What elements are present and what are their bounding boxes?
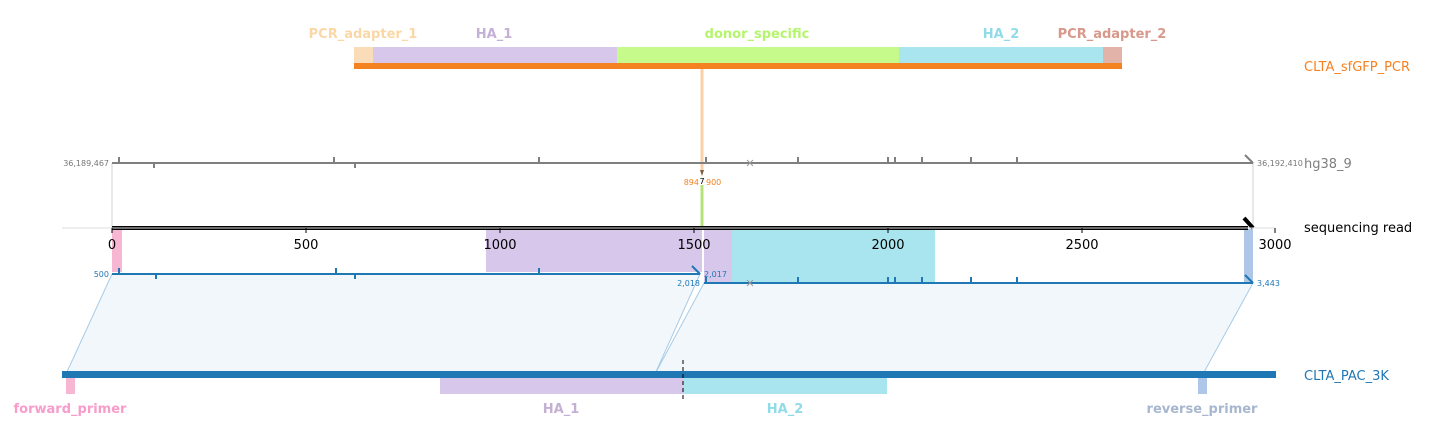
read-features xyxy=(112,229,1253,282)
plasmid-forward-primer-block xyxy=(66,378,75,394)
axis-tick-label: 500 xyxy=(294,238,319,253)
insertion-left-coord: 894 xyxy=(684,178,699,187)
pcr-adapter-2-block xyxy=(1103,47,1122,63)
plasmid-start-coord: 500 xyxy=(94,270,109,279)
projection-right xyxy=(654,282,1254,375)
plasmid-track: CLTA_PAC_3K forward_primer HA_1 HA_2 rev… xyxy=(14,360,1389,417)
ha-2-block-top xyxy=(899,47,1103,63)
ref-end-coord: 36,192,410 xyxy=(1257,159,1303,168)
axis-tick-label: 2000 xyxy=(871,238,904,253)
plasmid-name-label: CLTA_PAC_3K xyxy=(1304,369,1389,384)
projection-left xyxy=(65,273,701,375)
insertion-marker xyxy=(700,170,704,176)
ref-cut-ticks xyxy=(118,157,1018,168)
axis-tick-label: 0 xyxy=(108,238,116,253)
reverse-primer-label: reverse_primer xyxy=(1147,402,1259,417)
plasmid-cross-mark xyxy=(746,279,754,287)
ha-1-block-top xyxy=(373,47,617,63)
axis-tick-label: 1500 xyxy=(677,238,710,253)
read-ha-2-block xyxy=(732,229,935,282)
ha-2-bottom-label: HA_2 xyxy=(767,402,804,417)
plasmid-projections: 500 2,018 2,017 3,443 xyxy=(65,265,1280,375)
ha-1-top-label: HA_1 xyxy=(476,27,513,42)
donor-specific-label: donor_specific xyxy=(705,27,810,42)
pcr-adapter-1-block xyxy=(354,47,373,63)
plasmid-ha-1-block xyxy=(440,378,683,394)
read-reverse-primer-block xyxy=(1244,229,1253,282)
read-ha-1-block xyxy=(486,229,702,272)
ha-1-bottom-label: HA_1 xyxy=(543,402,580,417)
plasmid-seg1-arrow xyxy=(691,265,701,275)
ha-2-top-label: HA_2 xyxy=(983,27,1020,42)
read-ha-2-block-left xyxy=(704,229,732,282)
plasmid-mid-left-coord: 2,018 xyxy=(677,279,700,288)
ref-name-label: hg38_9 xyxy=(1304,157,1352,172)
insertion-count: 7 xyxy=(699,177,704,186)
donor-track: PCR_adapter_1 HA_1 donor_specific HA_2 P… xyxy=(309,27,1410,172)
axis-tick-label: 3000 xyxy=(1258,238,1291,253)
read-name-label: sequencing read xyxy=(1304,221,1412,236)
read-axis-ticks xyxy=(111,228,1276,233)
plasmid-bar xyxy=(62,371,1276,378)
plasmid-seg2-ticks xyxy=(705,277,1018,283)
ref-cross-mark xyxy=(746,159,754,167)
pcr-adapter-1-label: PCR_adapter_1 xyxy=(309,27,418,42)
read-arrow-head xyxy=(1242,216,1255,230)
forward-primer-label: forward_primer xyxy=(14,402,128,417)
axis-tick-label: 2500 xyxy=(1065,238,1098,253)
plasmid-ha-2-block xyxy=(683,378,887,394)
ref-start-coord: 36,189,467 xyxy=(63,159,109,168)
read-track: sequencing read 0 500 1000 1500 2000 250… xyxy=(62,216,1412,253)
donor-specific-block xyxy=(617,47,899,63)
donor-name-label: CLTA_sfGFP_PCR xyxy=(1304,60,1410,75)
axis-tick-label: 1000 xyxy=(483,238,516,253)
plasmid-end-coord: 3,443 xyxy=(1257,279,1280,288)
plasmid-seg2-arrow xyxy=(1244,274,1254,284)
donor-bar xyxy=(354,63,1122,69)
pcr-adapter-2-label: PCR_adapter_2 xyxy=(1058,27,1167,42)
insertion-right-coord: 900 xyxy=(706,178,721,187)
plasmid-reverse-primer-block xyxy=(1198,378,1207,394)
read-forward-primer-block xyxy=(112,229,122,272)
ref-arrow-head xyxy=(1244,154,1254,164)
plasmid-seg1-ticks xyxy=(118,268,540,279)
reference-track: 36,189,467 36,192,410 hg38_9 7 894 900 xyxy=(63,154,1352,228)
plasmid-mid-right-coord: 2,017 xyxy=(704,270,727,279)
